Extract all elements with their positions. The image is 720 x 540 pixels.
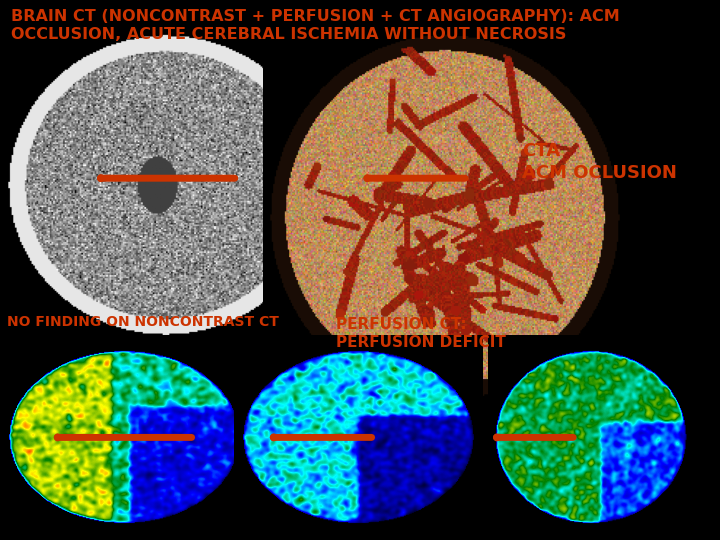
Text: CTA
ACM OCLUSION: CTA ACM OCLUSION (523, 142, 678, 182)
Text: NO FINDING ON NONCONTRAST CT: NO FINDING ON NONCONTRAST CT (6, 315, 279, 329)
Text: PERFUSION CT:
PERFUSION DEFICIT: PERFUSION CT: PERFUSION DEFICIT (336, 316, 506, 350)
Text: BRAIN CT (NONCONTRAST + PERFUSION + CT ANGIOGRAPHY): ACM
OCCLUSION, ACUTE CEREBR: BRAIN CT (NONCONTRAST + PERFUSION + CT A… (12, 9, 620, 43)
